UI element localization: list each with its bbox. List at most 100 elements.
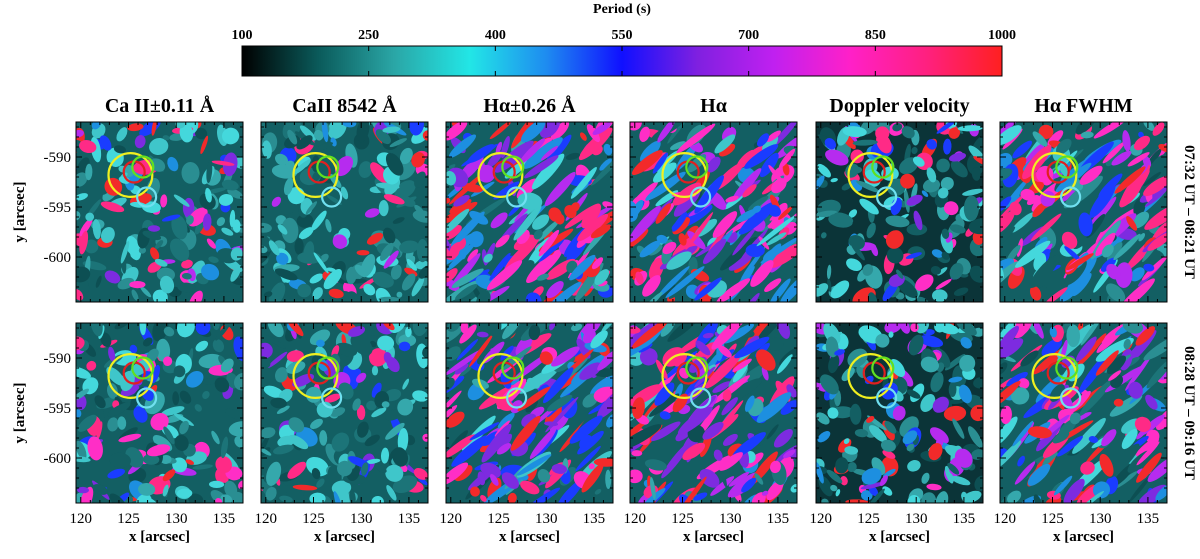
map-blob xyxy=(120,240,130,264)
map-blob xyxy=(510,415,541,451)
map-blob xyxy=(694,277,722,301)
map-blob xyxy=(401,273,416,291)
map-blob xyxy=(273,444,294,455)
colorbar-tick-label: 400 xyxy=(485,28,506,43)
map-blob xyxy=(100,226,115,244)
map-blob xyxy=(517,192,543,210)
map-blob xyxy=(446,232,453,254)
map-blob xyxy=(963,195,980,221)
map-blob xyxy=(354,368,361,376)
panel-frame xyxy=(75,322,244,504)
map-blob xyxy=(1017,323,1033,336)
region-circle-green xyxy=(871,155,895,179)
map-blob xyxy=(844,446,859,455)
map-blob xyxy=(129,344,138,354)
period-map-panel: 120 125 130 135 x [arcsec] xyxy=(255,322,429,545)
map-blob xyxy=(948,127,961,139)
map-blob xyxy=(446,390,462,415)
map-blob xyxy=(1075,333,1107,369)
map-blob xyxy=(1155,484,1167,501)
map-blob xyxy=(275,153,288,166)
map-blob xyxy=(959,354,976,372)
x-tick-label: 135 xyxy=(1137,511,1160,527)
map-blob xyxy=(378,296,401,302)
map-blob xyxy=(920,356,940,373)
map-blob xyxy=(454,363,469,375)
map-blob xyxy=(379,242,394,261)
map-blob xyxy=(906,389,921,399)
map-blob xyxy=(973,156,983,166)
map-blob xyxy=(1145,429,1160,444)
map-blob xyxy=(885,215,910,228)
map-blob xyxy=(723,323,755,344)
map-blob xyxy=(496,443,512,455)
map-blob xyxy=(500,345,514,361)
period-map-panel: Hα FWHM 07:32 UT – 08:21 UT xyxy=(999,95,1197,303)
map-blob xyxy=(411,152,425,168)
x-tick-label: 125 xyxy=(857,511,880,527)
column-title: Ca II±0.11 Å xyxy=(105,94,215,117)
map-blob xyxy=(201,263,220,281)
map-blob xyxy=(828,213,853,228)
x-tick-label: 130 xyxy=(905,511,928,527)
map-blob xyxy=(316,339,325,348)
map-blob xyxy=(648,257,664,281)
map-blob xyxy=(79,217,93,237)
map-blob xyxy=(1027,426,1052,439)
map-blob xyxy=(451,268,484,289)
map-blob xyxy=(117,277,135,290)
map-blob xyxy=(880,439,896,452)
map-blob xyxy=(1141,255,1167,281)
region-circle-cyan xyxy=(320,186,343,208)
map-blob xyxy=(958,384,972,404)
map-blob xyxy=(971,449,983,460)
map-blob xyxy=(467,249,479,262)
map-blob xyxy=(309,273,324,284)
map-blob xyxy=(830,177,838,183)
map-blob xyxy=(744,144,779,169)
map-blob xyxy=(502,323,521,340)
map-blob xyxy=(1030,213,1062,242)
map-blob xyxy=(906,443,915,452)
map-blob xyxy=(489,122,512,140)
map-blob xyxy=(1134,416,1151,432)
map-blob xyxy=(381,401,390,408)
map-blob xyxy=(146,348,159,362)
map-blob xyxy=(380,447,390,464)
map-blob xyxy=(551,463,568,474)
map-blob xyxy=(655,203,671,224)
map-blob xyxy=(533,229,543,240)
map-blob xyxy=(892,123,903,132)
map-blob xyxy=(648,393,680,417)
column-title: Doppler velocity xyxy=(829,95,969,117)
column-title: Hα±0.26 Å xyxy=(483,94,576,117)
map-blob xyxy=(405,326,412,338)
region-circle-cyan xyxy=(135,186,158,208)
map-blob xyxy=(747,195,769,211)
map-blob xyxy=(915,274,934,292)
region-circle-yellow xyxy=(1031,152,1078,198)
map-blob xyxy=(1106,241,1123,262)
map-blob xyxy=(161,406,185,416)
map-blob xyxy=(274,268,298,281)
map-blob xyxy=(76,193,88,201)
map-blob xyxy=(930,266,942,275)
map-blob xyxy=(194,404,202,412)
map-blob xyxy=(888,331,894,338)
region-circle-cyan xyxy=(875,186,898,208)
map-blob xyxy=(773,429,793,448)
map-blob xyxy=(146,444,171,457)
panel-frame xyxy=(999,121,1168,303)
map-blob xyxy=(841,183,852,191)
map-blob xyxy=(292,159,311,175)
map-blob xyxy=(1000,122,1025,143)
map-blob xyxy=(732,168,762,202)
map-blob xyxy=(1138,131,1144,138)
map-blob xyxy=(107,468,126,479)
map-blob xyxy=(172,391,180,406)
map-blob xyxy=(577,213,609,242)
map-blob xyxy=(205,187,212,203)
map-blob xyxy=(159,275,175,294)
map-blob xyxy=(699,433,712,458)
map-blob xyxy=(861,490,873,501)
